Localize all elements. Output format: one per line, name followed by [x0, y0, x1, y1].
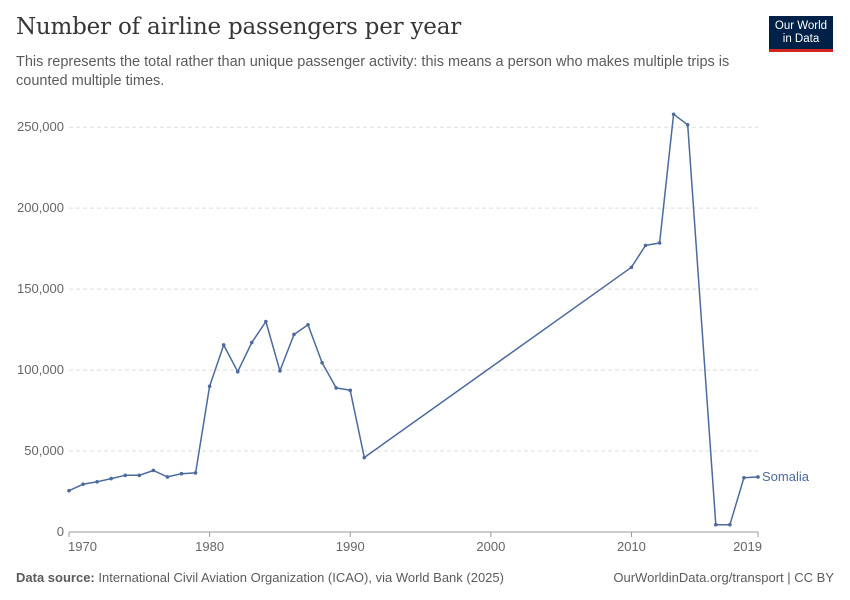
x-tick-label: 2010: [617, 539, 646, 554]
data-source: Data source: International Civil Aviatio…: [16, 570, 504, 585]
data-point[interactable]: [165, 475, 170, 479]
x-tick-label: 2019: [733, 539, 762, 554]
y-tick-label: 150,000: [17, 281, 64, 296]
data-point[interactable]: [137, 473, 142, 478]
data-point[interactable]: [362, 455, 367, 460]
data-point[interactable]: [756, 475, 760, 479]
data-point[interactable]: [334, 386, 338, 390]
data-point[interactable]: [67, 488, 71, 493]
data-point[interactable]: [81, 482, 85, 487]
data-point[interactable]: [348, 388, 353, 393]
y-tick-label: 250,000: [17, 119, 64, 134]
x-tick-label: 2000: [476, 539, 505, 554]
footer-url[interactable]: OurWorldinData.org/transport | CC BY: [613, 570, 834, 585]
data-point[interactable]: [123, 473, 128, 478]
data-point[interactable]: [728, 522, 732, 527]
data-point[interactable]: [292, 332, 296, 337]
data-point[interactable]: [235, 369, 240, 374]
data-point[interactable]: [207, 384, 212, 389]
chart-title: Number of airline passengers per year: [16, 14, 462, 40]
data-point[interactable]: [657, 241, 662, 245]
data-source-link[interactable]: International Civil Aviation Organizatio…: [98, 570, 504, 585]
y-tick-label: 200,000: [17, 200, 64, 215]
y-tick-label: 0: [57, 524, 64, 539]
data-point[interactable]: [306, 322, 310, 327]
data-point[interactable]: [221, 343, 226, 347]
logo-line-2: in Data: [782, 33, 820, 45]
data-point[interactable]: [643, 243, 648, 248]
data-point[interactable]: [742, 475, 746, 480]
series-line-somalia[interactable]: [68, 113, 759, 526]
data-point[interactable]: [671, 112, 676, 117]
data-point[interactable]: [629, 265, 634, 270]
data-point[interactable]: [95, 480, 99, 484]
data-point[interactable]: [109, 476, 113, 481]
x-tick-label: 1980: [195, 539, 224, 554]
data-point[interactable]: [179, 471, 184, 476]
axes: 0 50,000 100,000 150,000 200,000 250,000 1970 1…: [17, 119, 762, 554]
data-point[interactable]: [151, 468, 156, 473]
y-tick-label: 100,000: [17, 362, 64, 377]
y-tick-label: 50,000: [24, 443, 64, 458]
data-point[interactable]: [714, 522, 718, 527]
grid-lines: [69, 126, 758, 452]
x-tick-label: 1970: [68, 539, 97, 554]
data-point[interactable]: [320, 360, 324, 365]
data-point[interactable]: [249, 340, 254, 345]
owid-logo[interactable]: Our World in Data: [769, 16, 833, 52]
data-point[interactable]: [278, 369, 282, 373]
series-label: Somalia: [762, 469, 810, 484]
data-source-label: Data source:: [16, 570, 95, 585]
series-layer: Somalia: [67, 112, 810, 527]
x-tick-label: 1990: [336, 539, 365, 554]
chart-subtitle: This represents the total rather than un…: [16, 54, 730, 89]
data-point[interactable]: [685, 122, 690, 127]
data-point[interactable]: [264, 319, 268, 324]
logo-line-1: Our World: [774, 20, 828, 32]
data-point[interactable]: [193, 471, 198, 475]
